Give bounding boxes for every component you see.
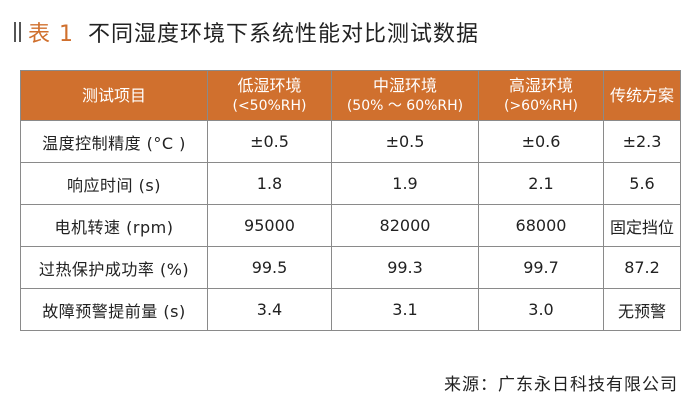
row-label: 故障预警提前量 (s) [20,288,208,331]
table-cell: 3.0 [478,288,604,331]
table-row: 电机转速 (rpm) 95000 82000 68000 固定挡位 [20,204,681,247]
row-label: 电机转速 (rpm) [20,204,208,247]
table-number: 表 1 [28,22,74,47]
row-label: 过热保护成功率 (%) [20,246,208,289]
table-cell: 95000 [207,204,332,247]
header-label: 低湿环境 [237,75,302,95]
header-low-humidity: 低湿环境 (<50%RH) [207,70,332,121]
performance-table: 测试项目 低湿环境 (<50%RH) 中湿环境 (50% ～ 60%RH) 高湿… [20,70,681,331]
table-cell: ±0.6 [478,120,604,163]
row-label: 温度控制精度 (°C ) [20,120,208,163]
table-header-row: 测试项目 低湿环境 (<50%RH) 中湿环境 (50% ～ 60%RH) 高湿… [20,70,681,121]
header-high-humidity: 高湿环境 (>60%RH) [478,70,604,121]
table-cell: 2.1 [478,162,604,205]
table-cell: 82000 [331,204,479,247]
header-traditional: 传统方案 [603,70,681,121]
table-cell: 3.1 [331,288,479,331]
table-cell: 固定挡位 [603,204,681,247]
table-cell: 68000 [478,204,604,247]
table-row: 响应时间 (s) 1.8 1.9 2.1 5.6 [20,162,681,205]
table-title: 不同湿度环境下系统性能对比测试数据 [88,22,480,47]
table-cell: 3.4 [207,288,332,331]
table-caption: 表 1 不同湿度环境下系统性能对比测试数据 [14,10,479,54]
header-sublabel: (>60%RH) [503,97,579,114]
table-cell: 1.8 [207,162,332,205]
row-label: 响应时间 (s) [20,162,208,205]
header-label: 高湿环境 [508,75,573,95]
header-sublabel: (<50%RH) [232,97,307,114]
table-cell: ±0.5 [331,120,479,163]
table-cell: 5.6 [603,162,681,205]
table-cell: 99.3 [331,246,479,289]
table-row: 故障预警提前量 (s) 3.4 3.1 3.0 无预警 [20,288,681,331]
table-cell: 无预警 [603,288,681,331]
table-cell: 87.2 [603,246,681,289]
header-label: 传统方案 [609,85,674,105]
header-sublabel: (50% ～ 60%RH) [346,97,464,114]
header-test-item: 测试项目 [20,70,208,121]
source-note: 来源：广东永日科技有限公司 [444,375,678,395]
table-row: 温度控制精度 (°C ) ±0.5 ±0.5 ±0.6 ±2.3 [20,120,681,163]
header-mid-humidity: 中湿环境 (50% ～ 60%RH) [331,70,479,121]
caption-bars-icon [14,22,21,42]
header-label: 中湿环境 [372,75,437,95]
table-cell: 99.7 [478,246,604,289]
table-row: 过热保护成功率 (%) 99.5 99.3 99.7 87.2 [20,246,681,289]
header-label: 测试项目 [81,85,146,105]
table-cell: 1.9 [331,162,479,205]
table-cell: ±2.3 [603,120,681,163]
table-cell: ±0.5 [207,120,332,163]
table-cell: 99.5 [207,246,332,289]
